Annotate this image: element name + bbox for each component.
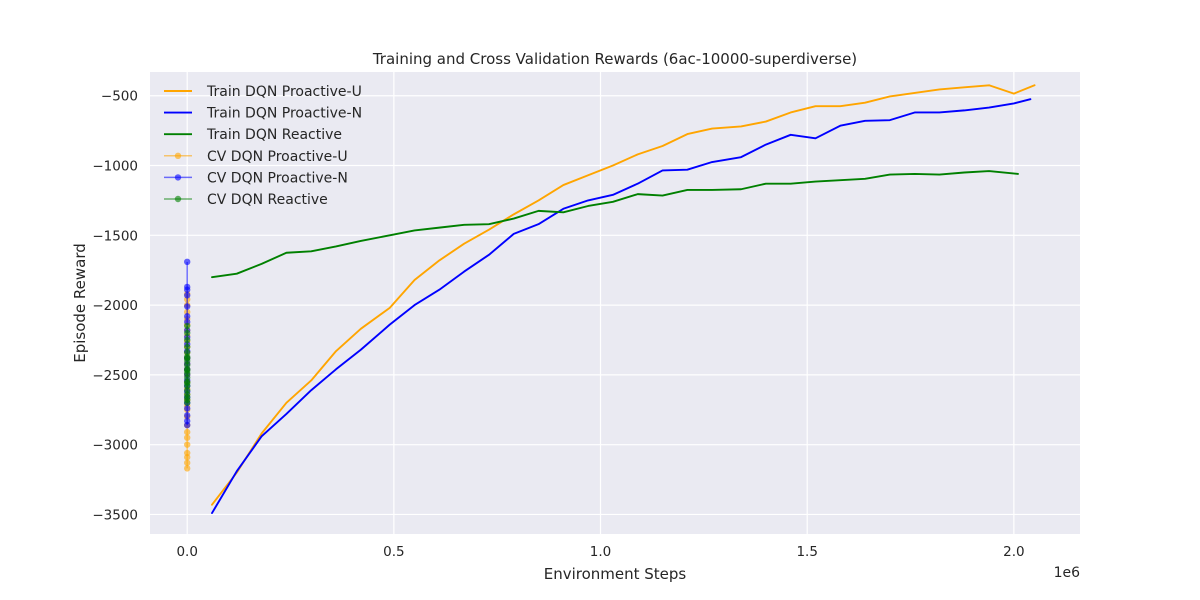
y-tick-label: −2000 — [92, 298, 138, 314]
series-train-dqn-reactive — [211, 170, 1019, 279]
y-tick-label: −1000 — [92, 159, 138, 175]
data-point — [184, 336, 191, 344]
x-axis-label: Environment Steps — [544, 565, 687, 583]
y-tick-label: −2500 — [92, 368, 138, 384]
data-point — [184, 286, 191, 293]
y-tick-label: −500 — [101, 89, 138, 105]
series-line — [211, 84, 1036, 506]
data-point — [184, 322, 191, 330]
data-point — [184, 412, 191, 419]
y-tick-label: −1500 — [92, 228, 138, 244]
x-tick-label: 0.5 — [383, 544, 404, 560]
x-tick-labels: 0.0 0.5 1.0 1.5 2.0 — [176, 544, 1024, 560]
data-point — [184, 303, 191, 310]
data-point — [184, 367, 191, 374]
data-point — [184, 399, 191, 406]
series-cv-dqn-reactive — [184, 322, 191, 406]
data-point — [184, 421, 191, 429]
data-point — [184, 343, 191, 351]
legend-item: Train DQN Reactive — [164, 127, 342, 143]
series-lines — [184, 84, 1036, 515]
y-tick-labels: −3500 −3000 −2500 −2000 −1500 −1000 −500 — [92, 89, 138, 524]
series-train-dqn-proactive-n — [211, 98, 1032, 515]
legend: Train DQN Proactive-U Train DQN Proactive… — [164, 84, 362, 208]
data-point — [184, 292, 191, 299]
data-point — [184, 329, 191, 337]
legend-item: CV DQN Reactive — [164, 192, 328, 208]
y-axis-label: Episode Reward — [71, 243, 89, 363]
legend-marker — [174, 174, 182, 181]
data-point — [184, 258, 191, 266]
legend-marker — [174, 195, 182, 203]
legend-item: CV DQN Proactive-U — [164, 149, 348, 165]
legend-item: Train DQN Proactive-U — [164, 84, 362, 100]
series-train-dqn-proactive-u — [211, 84, 1036, 506]
legend-label: Train DQN Reactive — [206, 127, 342, 143]
legend-label: Train DQN Proactive-N — [206, 106, 362, 122]
data-point — [184, 465, 191, 472]
legend-label: CV DQN Proactive-U — [207, 149, 348, 165]
series-line — [211, 98, 1032, 515]
x-axis-offset-label: 1e6 — [1054, 565, 1081, 581]
y-tick-label: −3000 — [92, 438, 138, 454]
data-point — [184, 313, 191, 320]
data-point — [184, 354, 191, 362]
legend-item: Train DQN Proactive-N — [164, 106, 362, 122]
y-tick-label: −3500 — [92, 507, 138, 523]
legend-label: Train DQN Proactive-U — [206, 84, 362, 100]
legend-marker — [174, 152, 182, 159]
data-point — [184, 428, 191, 436]
legend-label: CV DQN Proactive-N — [207, 170, 348, 186]
data-point — [184, 441, 191, 448]
legend-label: CV DQN Reactive — [207, 192, 328, 208]
data-point — [184, 459, 191, 467]
x-tick-label: 2.0 — [1003, 544, 1024, 560]
data-point — [184, 380, 191, 387]
plot-area — [150, 72, 1080, 534]
chart-title: Training and Cross Validation Rewards (6… — [372, 50, 857, 68]
series-line — [211, 170, 1019, 279]
x-tick-label: 1.0 — [590, 544, 611, 560]
data-point — [184, 449, 191, 457]
x-tick-label: 1.5 — [796, 544, 817, 560]
data-point — [184, 405, 191, 412]
legend-item: CV DQN Proactive-N — [164, 170, 348, 186]
x-tick-label: 0.0 — [176, 544, 197, 560]
data-point — [184, 434, 191, 441]
